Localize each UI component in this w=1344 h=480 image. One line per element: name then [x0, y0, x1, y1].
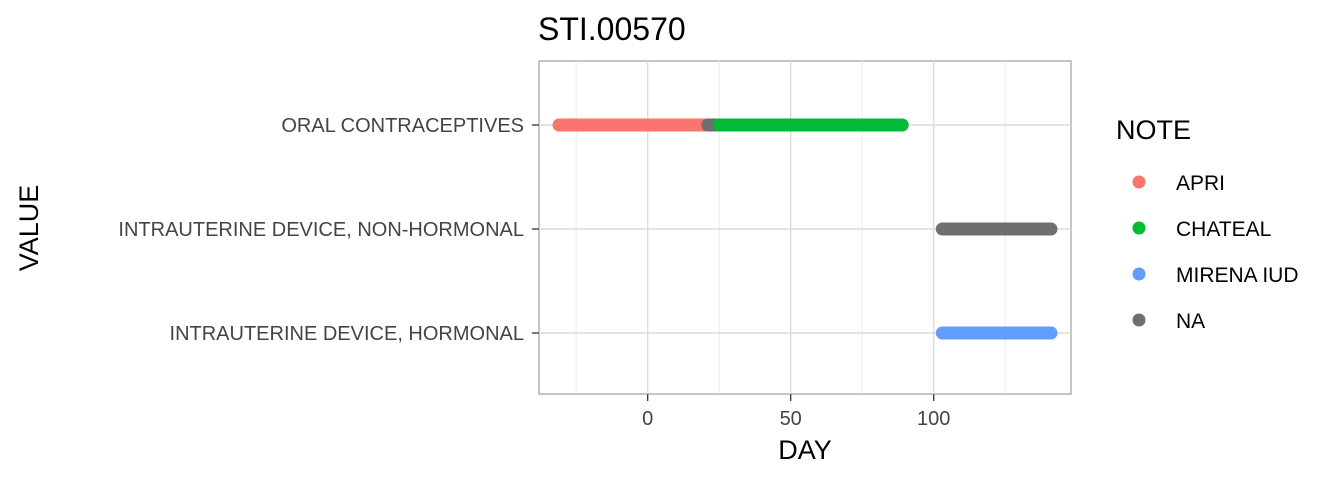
chart-title: STI.00570 [538, 11, 686, 47]
legend-key [1132, 267, 1146, 281]
x-tick-label: 0 [642, 408, 653, 430]
x-tick-label: 50 [780, 408, 802, 430]
legend-title: NOTE [1116, 115, 1191, 145]
legend-key [1132, 175, 1146, 189]
legend-label: NA [1176, 310, 1205, 333]
y-tick-label: INTRAUTERINE DEVICE, HORMONAL [170, 323, 524, 345]
legend-label: CHATEAL [1176, 218, 1271, 241]
y-axis-title: VALUE [14, 185, 44, 272]
y-axis-ticks: ORAL CONTRACEPTIVES INTRAUTERINE DEVICE, … [118, 115, 539, 345]
y-tick-label: ORAL CONTRACEPTIVES [281, 115, 524, 137]
legend: NOTE APRI CHATEAL MIRENA IUD NA [1116, 115, 1299, 333]
data-segments [552, 118, 1058, 340]
y-tick-label: INTRAUTERINE DEVICE, NON-HORMONAL [118, 219, 524, 241]
legend-key [1132, 313, 1146, 327]
x-axis-ticks: 0 50 100 [642, 394, 950, 430]
legend-key [1132, 221, 1146, 235]
legend-label: MIRENA IUD [1176, 264, 1299, 287]
x-tick-label: 100 [917, 408, 950, 430]
legend-label: APRI [1176, 172, 1225, 195]
x-axis-title: DAY [778, 435, 832, 465]
